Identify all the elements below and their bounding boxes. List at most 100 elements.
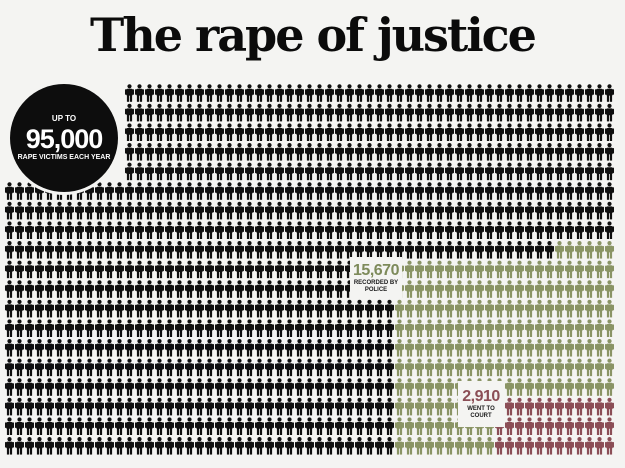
icon-unreported	[95, 319, 104, 337]
icon-recorded-by-police	[405, 319, 414, 337]
icon-unreported	[165, 260, 174, 279]
icon-unreported	[115, 201, 124, 220]
icon-unreported	[595, 103, 604, 122]
icon-unreported	[285, 123, 294, 141]
icon-unreported	[585, 182, 594, 200]
icon-unreported	[325, 397, 334, 416]
icon-recorded-by-police	[435, 319, 444, 337]
icon-recorded-by-police	[575, 280, 584, 298]
icon-unreported	[25, 417, 34, 435]
icon-unreported	[45, 260, 54, 279]
icon-unreported	[325, 182, 334, 200]
icon-recorded-by-police	[495, 358, 504, 377]
icon-unreported	[65, 397, 74, 416]
icon-unreported	[265, 397, 274, 416]
icon-unreported	[275, 299, 284, 318]
icon-unreported	[125, 339, 134, 357]
icon-unreported	[275, 143, 284, 161]
icon-unreported	[585, 201, 594, 220]
icon-went-to-court	[535, 397, 544, 416]
icon-unreported	[355, 103, 364, 122]
icon-went-to-court	[505, 437, 514, 455]
icon-recorded-by-police	[565, 280, 574, 298]
icon-unreported	[315, 417, 324, 435]
icon-unreported	[225, 397, 234, 416]
icon-unreported	[485, 123, 494, 141]
icon-unreported	[115, 417, 124, 435]
icon-unreported	[45, 319, 54, 337]
icon-unreported	[215, 123, 224, 141]
icon-unreported	[355, 84, 364, 102]
icon-recorded-by-police	[545, 299, 554, 318]
icon-unreported	[55, 280, 64, 298]
icon-unreported	[475, 84, 484, 102]
icon-unreported	[255, 437, 264, 455]
icon-unreported	[105, 437, 114, 455]
icon-recorded-by-police	[405, 280, 414, 298]
icon-unreported	[85, 339, 94, 357]
icon-recorded-by-police	[535, 339, 544, 357]
icon-recorded-by-police	[495, 299, 504, 318]
icon-unreported	[185, 221, 194, 239]
icon-recorded-by-police	[425, 260, 434, 279]
icon-unreported	[265, 103, 274, 122]
icon-recorded-by-police	[395, 397, 404, 416]
icon-recorded-by-police	[565, 260, 574, 279]
icon-unreported	[285, 84, 294, 102]
icon-unreported	[135, 260, 144, 279]
icon-unreported	[185, 84, 194, 102]
icon-recorded-by-police	[485, 437, 494, 455]
icon-unreported	[5, 221, 14, 239]
icon-unreported	[305, 221, 314, 239]
icon-unreported	[165, 437, 174, 455]
icon-unreported	[35, 397, 44, 416]
icon-unreported	[5, 437, 14, 455]
icon-unreported	[525, 103, 534, 122]
icon-unreported	[505, 162, 514, 181]
icon-unreported	[315, 201, 324, 220]
icon-unreported	[355, 182, 364, 200]
icon-unreported	[245, 260, 254, 279]
icon-unreported	[365, 103, 374, 122]
icon-unreported	[465, 201, 474, 220]
icon-unreported	[105, 319, 114, 337]
icon-unreported	[255, 143, 264, 161]
icon-unreported	[165, 123, 174, 141]
icon-recorded-by-police	[585, 260, 594, 279]
icon-unreported	[205, 280, 214, 298]
icon-unreported	[355, 221, 364, 239]
icon-unreported	[485, 162, 494, 181]
icon-unreported	[55, 339, 64, 357]
icon-unreported	[605, 221, 614, 239]
icon-unreported	[55, 417, 64, 435]
icon-unreported	[95, 437, 104, 455]
icon-unreported	[405, 201, 414, 220]
icon-recorded-by-police	[595, 358, 604, 377]
icon-unreported	[35, 417, 44, 435]
icon-unreported	[285, 437, 294, 455]
icon-unreported	[455, 182, 464, 200]
icon-unreported	[265, 437, 274, 455]
icon-unreported	[285, 378, 294, 396]
icon-unreported	[595, 182, 604, 200]
icon-unreported	[225, 241, 234, 259]
icon-unreported	[135, 358, 144, 377]
icon-recorded-by-police	[425, 378, 434, 396]
icon-unreported	[185, 319, 194, 337]
icon-unreported	[515, 241, 524, 259]
icon-unreported	[135, 299, 144, 318]
icon-recorded-by-police	[415, 299, 424, 318]
icon-unreported	[175, 358, 184, 377]
icon-recorded-by-police	[435, 378, 444, 396]
icon-unreported	[205, 103, 214, 122]
icon-unreported	[375, 221, 384, 239]
icon-unreported	[365, 299, 374, 318]
icon-recorded-by-police	[605, 299, 614, 318]
icon-unreported	[335, 319, 344, 337]
icon-unreported	[255, 123, 264, 141]
icon-unreported	[575, 182, 584, 200]
icon-recorded-by-police	[605, 358, 614, 377]
icon-unreported	[335, 299, 344, 318]
icon-unreported	[125, 280, 134, 298]
icon-recorded-by-police	[565, 241, 574, 259]
